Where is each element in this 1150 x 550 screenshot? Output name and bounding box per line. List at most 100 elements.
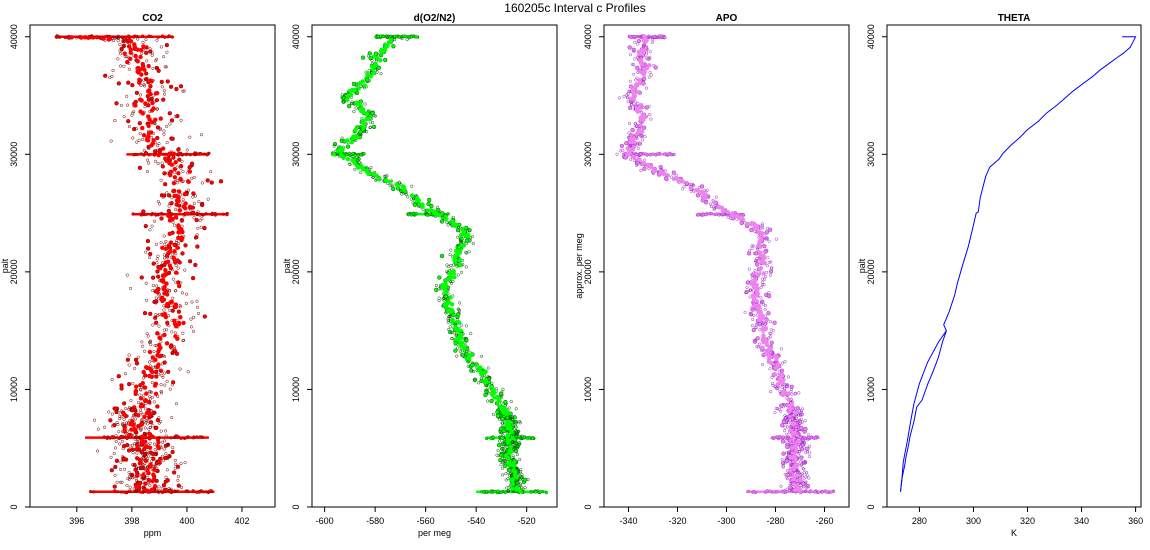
data-point xyxy=(157,324,161,328)
data-point xyxy=(138,396,144,401)
data-point xyxy=(768,320,773,324)
data-point xyxy=(448,314,452,318)
data-point xyxy=(143,349,147,353)
data-point xyxy=(179,281,183,285)
data-point xyxy=(785,451,789,455)
data-point xyxy=(168,84,174,89)
data-point xyxy=(449,219,455,224)
data-point xyxy=(630,147,636,152)
data-point xyxy=(191,329,196,333)
data-point xyxy=(115,480,119,484)
data-point xyxy=(786,397,792,402)
data-point xyxy=(164,429,168,433)
data-point xyxy=(179,436,183,440)
data-point xyxy=(172,490,176,494)
data-point xyxy=(793,410,798,416)
data-point xyxy=(764,230,769,235)
data-point xyxy=(144,38,148,42)
data-point xyxy=(165,468,169,472)
data-point xyxy=(161,375,165,379)
data-point xyxy=(145,158,150,162)
data-point xyxy=(781,435,785,439)
panel-title: CO2 xyxy=(142,13,163,24)
data-point xyxy=(141,137,145,142)
data-point xyxy=(365,77,370,82)
data-point xyxy=(150,459,154,463)
data-point xyxy=(803,426,808,432)
data-point xyxy=(757,342,761,346)
data-point xyxy=(437,296,441,300)
data-point xyxy=(181,320,186,326)
data-point xyxy=(502,406,507,411)
data-point xyxy=(110,378,114,382)
data-point xyxy=(501,387,505,391)
data-point xyxy=(190,300,194,304)
data-point xyxy=(802,467,806,471)
data-point xyxy=(144,50,149,55)
data-point xyxy=(512,445,516,449)
data-point xyxy=(356,153,360,157)
data-point xyxy=(511,456,515,460)
data-point xyxy=(112,451,116,456)
data-point xyxy=(174,86,179,92)
data-point xyxy=(133,433,137,437)
data-point xyxy=(796,439,802,444)
data-point xyxy=(761,333,766,338)
data-point xyxy=(173,345,177,349)
data-point xyxy=(456,235,460,239)
y-tick-label: 30000 xyxy=(866,142,876,167)
data-point xyxy=(113,464,118,470)
data-point xyxy=(163,35,167,39)
data-point xyxy=(134,127,138,131)
data-point xyxy=(399,189,403,193)
data-point xyxy=(162,171,167,176)
data-point xyxy=(175,245,180,250)
data-point xyxy=(763,307,767,311)
data-point xyxy=(351,151,355,155)
data-point xyxy=(139,408,143,412)
data-point xyxy=(128,444,132,448)
data-point xyxy=(762,283,766,287)
y-tick-label: 0 xyxy=(291,504,301,509)
data-point xyxy=(155,284,159,288)
data-point xyxy=(704,213,708,217)
data-point xyxy=(479,378,484,384)
data-point xyxy=(145,138,151,143)
data-point xyxy=(149,97,154,101)
data-point xyxy=(165,379,169,383)
data-point xyxy=(617,96,622,100)
data-point xyxy=(379,34,383,38)
data-point xyxy=(511,460,517,465)
y-axis-label: palt xyxy=(857,258,867,273)
data-point xyxy=(751,289,755,293)
data-point xyxy=(751,327,756,333)
data-point xyxy=(510,435,515,441)
data-point xyxy=(128,421,133,427)
data-point xyxy=(753,251,759,256)
data-point xyxy=(632,49,636,54)
data-point xyxy=(353,127,358,132)
data-point xyxy=(762,277,767,281)
data-point xyxy=(113,446,118,450)
data-point xyxy=(383,174,387,178)
data-point xyxy=(134,489,139,493)
data-point xyxy=(126,382,132,387)
data-point xyxy=(140,418,144,422)
data-point xyxy=(642,66,647,71)
data-point xyxy=(144,458,149,463)
data-point xyxy=(173,331,177,335)
data-point xyxy=(173,214,179,220)
data-point xyxy=(178,304,182,308)
data-point xyxy=(116,374,121,379)
data-point xyxy=(136,37,140,41)
data-point xyxy=(721,208,726,214)
data-point xyxy=(93,418,97,422)
data-point xyxy=(135,140,139,144)
data-point xyxy=(803,419,807,423)
data-point xyxy=(434,287,439,293)
data-point xyxy=(825,490,829,494)
x-tick-label: 396 xyxy=(69,516,84,526)
data-point xyxy=(631,136,637,141)
data-point xyxy=(171,446,175,450)
data-point xyxy=(756,345,760,349)
